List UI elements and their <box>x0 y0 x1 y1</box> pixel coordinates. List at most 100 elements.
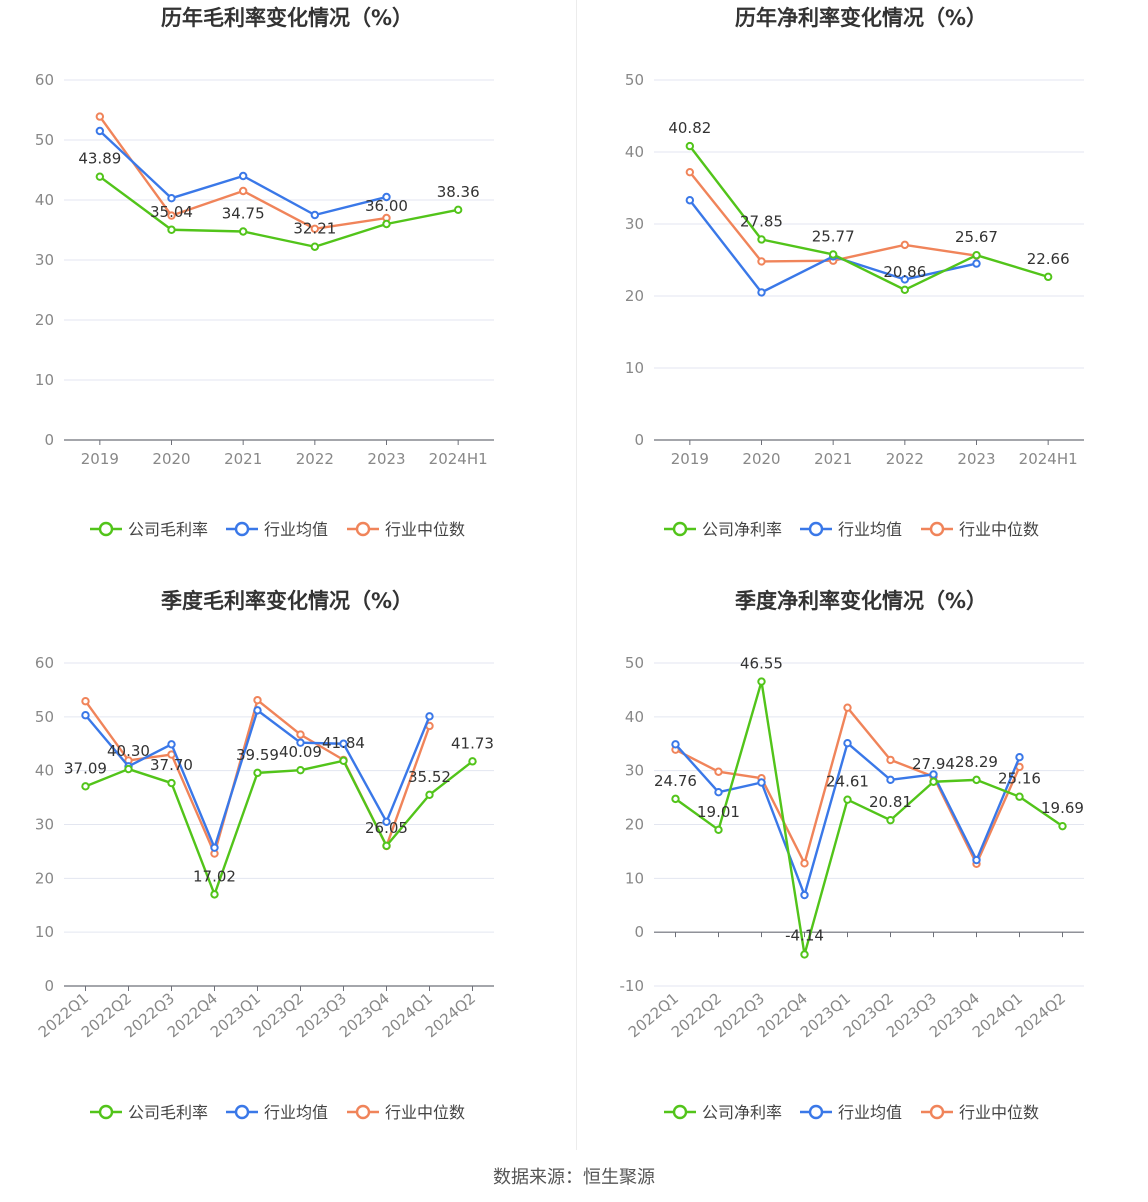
data-point-company <box>95 172 105 181</box>
legend-marker <box>355 521 371 537</box>
data-point-company <box>453 205 463 215</box>
legend-label: 行业均值 <box>838 1103 902 1122</box>
data-point-industry_avg <box>382 817 391 827</box>
data-point-industry_avg <box>382 192 391 202</box>
data-point-company <box>1043 272 1053 282</box>
chart-annual-gross-svg: 历年毛利率变化情况（%） 0 10 20 30 40 50 60 2019 2020 2021 202… <box>35 6 494 539</box>
data-point-industry_avg <box>757 778 766 787</box>
data-point-industry_avg <box>886 775 895 785</box>
legend-label: 行业中位数 <box>385 1103 465 1122</box>
data-label: 43.89 <box>78 150 121 168</box>
data-point-industry_avg <box>800 890 809 900</box>
data-label: 24.76 <box>654 772 697 790</box>
y-tick-label: 20 <box>35 869 54 887</box>
data-point-company <box>339 756 348 765</box>
y-tick-label: 20 <box>625 287 644 305</box>
data-point-industry_avg <box>253 706 262 715</box>
data-point-company <box>929 777 938 786</box>
chart-title: 历年净利率变化情况（%） <box>735 6 987 30</box>
data-label: 19.01 <box>697 803 740 821</box>
legend-marker <box>98 521 114 537</box>
legend-item-industry_avg: 行业均值 <box>226 520 328 539</box>
data-label: 35.52 <box>408 768 451 786</box>
y-tick-label: 20 <box>35 311 54 329</box>
series-line-industry_median <box>688 171 977 263</box>
chart-annual-net-margin: 历年净利率变化情况（%） 0 10 20 30 40 50 2019 2020 2021 2022 2… <box>574 0 1148 583</box>
y-tick-label: 60 <box>35 654 54 672</box>
data-label: 17.02 <box>193 867 236 885</box>
x-tick-label: 2022 <box>886 450 924 468</box>
data-point-company <box>671 794 680 804</box>
data-point-industry_avg <box>972 259 981 268</box>
data-label: 37.09 <box>64 759 107 777</box>
legend-label: 行业中位数 <box>959 1103 1039 1122</box>
data-label: 34.75 <box>222 205 265 223</box>
legend-marker <box>672 521 688 537</box>
data-label: 39.59 <box>236 746 279 764</box>
legend-item-industry_median: 行业中位数 <box>921 520 1039 539</box>
chart-annual-gross-margin: 历年毛利率变化情况（%） 0 10 20 30 40 50 60 2019 2020 2021 202… <box>0 0 574 583</box>
legend-item-industry_median: 行业中位数 <box>347 520 465 539</box>
y-tick-label: 10 <box>625 869 644 887</box>
data-point-company <box>167 778 176 788</box>
x-tick-label: 2020 <box>152 450 190 468</box>
chart-title: 季度净利率变化情况（%） <box>735 589 987 613</box>
legend-label: 行业中位数 <box>385 520 465 539</box>
data-point-company <box>310 242 320 251</box>
y-tick-label: 40 <box>625 708 644 726</box>
data-point-company <box>210 890 219 899</box>
data-point-industry_avg <box>310 210 320 220</box>
legend-label: 行业均值 <box>838 520 902 539</box>
data-point-company <box>382 841 391 850</box>
y-tick-label: 40 <box>35 191 54 209</box>
chart-annual-net-svg: 历年净利率变化情况（%） 0 10 20 30 40 50 2019 2020 2021 2022 2… <box>625 6 1084 539</box>
data-point-industry_median <box>685 167 695 177</box>
legend-marker <box>808 1104 824 1120</box>
legend-marker <box>234 1104 250 1120</box>
y-tick-label: 10 <box>35 923 54 941</box>
data-point-industry_avg <box>167 740 176 749</box>
legend-marker <box>234 521 250 537</box>
legend-label: 行业均值 <box>264 1103 328 1122</box>
y-tick-label: 0 <box>634 923 644 941</box>
data-label: 20.81 <box>869 793 912 811</box>
chart-quarter-gross-margin: 季度毛利率变化情况（%） 0 10 20 30 40 50 60 2022Q1 2022Q2 202… <box>0 583 574 1166</box>
data-point-industry_avg <box>81 711 90 720</box>
data-point-industry_avg <box>1015 753 1024 762</box>
data-label: 40.82 <box>668 119 711 137</box>
legend-marker <box>355 1104 371 1120</box>
data-point-industry_avg <box>339 739 348 748</box>
legend-item-company: 公司净利率 <box>664 1103 782 1122</box>
data-label: 37.70 <box>150 756 193 774</box>
data-point-industry_median <box>900 240 910 250</box>
data-label: 27.85 <box>740 212 783 230</box>
data-point-industry_median <box>714 767 723 776</box>
x-tick-label: 2020 <box>742 450 780 468</box>
data-label: 41.84 <box>322 734 365 752</box>
x-tick-label: 2021 <box>814 450 852 468</box>
y-tick-label: 10 <box>35 371 54 389</box>
data-point-industry_avg <box>843 739 852 748</box>
y-tick-label: 50 <box>35 131 54 149</box>
data-point-industry_avg <box>425 712 434 721</box>
y-tick-label: 10 <box>625 359 644 377</box>
data-label: 19.69 <box>1041 799 1084 817</box>
data-point-industry_median <box>886 755 895 765</box>
legend-label: 行业均值 <box>264 520 328 539</box>
y-tick-label: 0 <box>44 431 54 449</box>
chart-title: 季度毛利率变化情况（%） <box>161 589 413 613</box>
data-point-industry_avg <box>757 288 766 297</box>
series-line-industry_avg <box>688 199 977 294</box>
legend-item-industry_avg: 行业均值 <box>226 1103 328 1122</box>
y-tick-label: 0 <box>44 977 54 995</box>
data-point-industry_median <box>95 112 105 121</box>
data-point-industry_avg <box>714 788 723 797</box>
data-point-industry_avg <box>238 171 248 181</box>
data-label: 40.30 <box>107 742 150 760</box>
data-point-company <box>900 285 910 295</box>
data-point-company <box>757 677 766 686</box>
data-point-company <box>757 235 766 244</box>
legend-marker <box>808 521 824 537</box>
data-label: 36.00 <box>365 197 408 215</box>
data-point-company <box>1058 821 1067 831</box>
